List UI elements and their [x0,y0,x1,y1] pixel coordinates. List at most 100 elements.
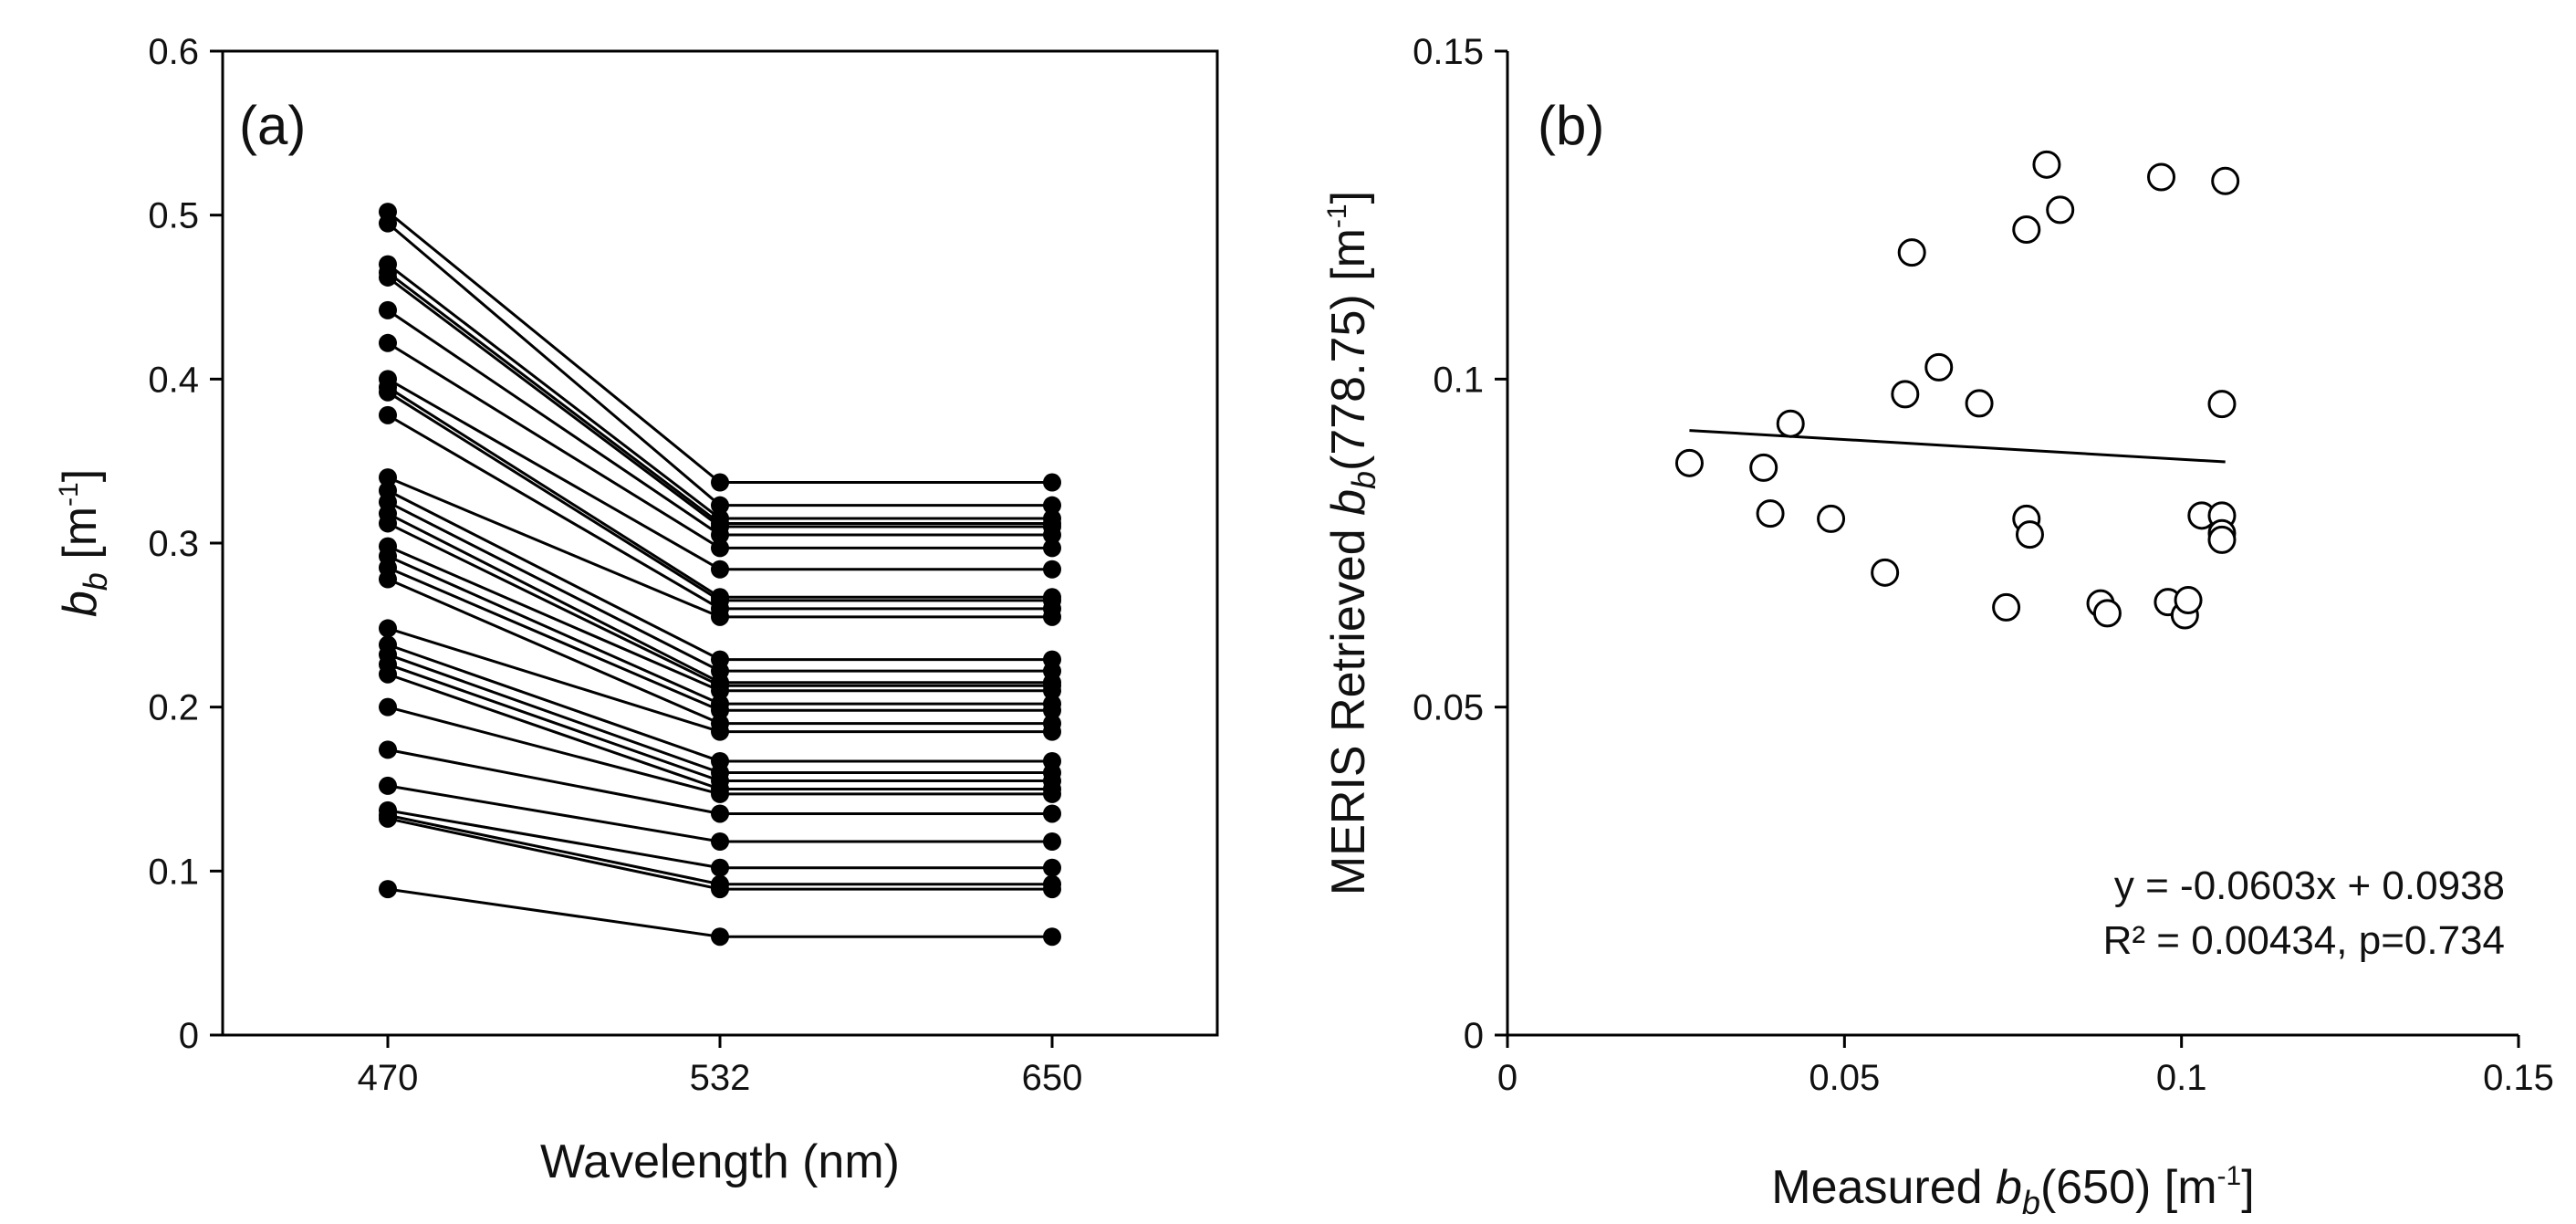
panel-b-data-point [1674,448,1704,477]
panel-a-data-point [1043,473,1061,492]
panel-b-data-point [2211,166,2240,195]
panel-b-y-tick-label: 0.05 [1413,688,1484,728]
panel-b-label: (b) [1538,95,1604,156]
panel-b-x-tick-label: 0 [1497,1058,1517,1098]
panel-a-data-point [379,468,397,487]
panel-b-x-axis-title-prefix: Measured [1771,1161,1996,1214]
panel-b-y-axis-title-sup: -1 [1322,204,1352,228]
panel-b-y-axis-title-mid: (778.75) [m [1322,228,1375,471]
panel-a-data-point [1043,539,1061,558]
panel-a-data-point [1043,560,1061,579]
panel-a-data-point [711,858,729,877]
panel-b-x-axis-title-sup: -1 [2217,1161,2242,1191]
panel-a-data-point [1043,832,1061,851]
panel-a-x-tick-label: 650 [1022,1058,1083,1098]
panel-b-x-axis-title-close: ] [2241,1161,2254,1214]
panel-b-data-point [1891,380,1920,409]
panel-a-data-point [379,664,397,684]
panel-a-data-point [379,405,397,424]
panel-b-data-point [1897,238,1926,267]
panel-a-data-point [711,880,729,899]
panel-b-x-axis-title-sub: b [2022,1184,2040,1221]
panel-a-y-axis-title-sub: b [77,572,114,591]
panel-a-data-point [711,681,729,700]
panel-a-data-point [1043,858,1061,877]
panel-a-data-point [711,784,729,803]
panel-b-data-point [1749,453,1778,482]
panel-b-trendline [1689,429,2226,464]
panel-a-data-point [379,300,397,319]
panel-b-data-point [1924,352,1954,382]
panel-b-y-axis-title: MERIS Retrieved bb(778.75) [m-1] [1322,191,1382,895]
panel-a-y-axis-title-unit: [m [54,507,107,572]
panel-b-data-point [2046,195,2075,225]
panel-b-equation: y = -0.0603x + 0.0938 [2114,863,2505,908]
panel-b-data-point [2012,214,2041,244]
panel-b-y-ticks: 0 0.05 0.1 0.15 [1413,32,1507,1056]
panel-a-data-point [711,607,729,626]
panel-a-data-point [379,809,397,828]
panel-a-y-ticks: 0 0.1 0.2 0.3 0.4 0.5 0.6 [148,32,223,1056]
panel-a-y-axis-title-b: b [54,591,107,617]
panel-a-data-point [711,526,729,545]
panel-b-data-point [1965,389,1994,418]
panel-a-label: (a) [239,95,306,156]
panel-a-data-point [711,701,729,720]
panel-a-data-point [1043,880,1061,899]
panel-a-x-axis-title: Wavelength (nm) [540,1135,900,1188]
panel-a-data-point [1043,607,1061,626]
panel-b-x-ticks: 0 0.05 0.1 0.15 [1497,1035,2554,1098]
panel-a-data-point [379,570,397,589]
panel-a-y-tick-label: 0.5 [148,196,199,236]
panel-b-points [1674,150,2240,630]
panel-a-data-point [379,267,397,287]
panel-a-line-chart: 0 0.1 0.2 0.3 0.4 0.5 0.6 470 532 650 (a) Wavele… [54,32,1219,1188]
panel-a-x-tick-label: 470 [358,1058,419,1098]
panel-a-data-point [1043,722,1061,741]
panel-b-data-point [2092,599,2122,628]
panel-a-y-axis-title-sup: -1 [54,482,84,507]
panel-b-x-axis-title: Measured bb(650) [m-1] [1771,1161,2254,1221]
panel-b-x-tick-label: 0.15 [2483,1058,2554,1098]
panel-a-series-markers [379,203,1061,947]
panel-a-data-point [1043,927,1061,947]
panel-b-data-point [1871,558,1900,587]
panel-b-y-tick-label: 0.1 [1433,360,1484,400]
panel-b-data-point [2174,586,2203,615]
panel-a-data-point [1043,784,1061,803]
panel-a-y-tick-label: 0.2 [148,688,199,728]
panel-b-data-point [1992,592,2021,622]
panel-a-x-tick-label: 532 [690,1058,751,1098]
panel-b-y-tick-label: 0 [1464,1016,1484,1056]
panel-a-data-point [379,214,397,233]
panel-a-data-point [1043,681,1061,700]
panel-b-y-axis-title-close: ] [1322,191,1375,204]
panel-a-data-point [379,333,397,352]
panel-b-data-point [2207,525,2237,554]
panel-a-y-axis-title: bb [m-1] [54,469,114,617]
panel-a-data-point [379,740,397,759]
panel-a-y-tick-label: 0.4 [148,360,199,400]
panel-b-r2: R² = 0.00434, p=0.734 [2103,918,2505,963]
panel-a-y-tick-label: 0.3 [148,524,199,564]
panel-a-data-point [379,382,397,402]
panel-b-x-tick-label: 0.1 [2156,1058,2207,1098]
panel-a-data-point [711,539,729,558]
panel-a-data-point [1043,526,1061,545]
panel-a-y-tick-label: 0 [179,1016,199,1056]
panel-a-data-point [1043,496,1061,515]
panel-b-y-axis-title-prefix: MERIS Retrieved [1322,516,1375,895]
panel-a-data-point [711,927,729,947]
panel-a-data-point [379,880,397,899]
panel-b-data-point [1756,499,1785,528]
panel-a-data-point [711,473,729,492]
panel-b-data-point [2015,520,2044,549]
panel-a-data-point [711,804,729,823]
panel-a-data-point [1043,701,1061,720]
panel-a-data-point [711,496,729,515]
panel-b-data-point [2207,390,2237,419]
panel-a-data-point [711,722,729,741]
panel-b-x-axis-title-mid: (650) [m [2040,1161,2217,1214]
panel-a-data-point [379,619,397,638]
